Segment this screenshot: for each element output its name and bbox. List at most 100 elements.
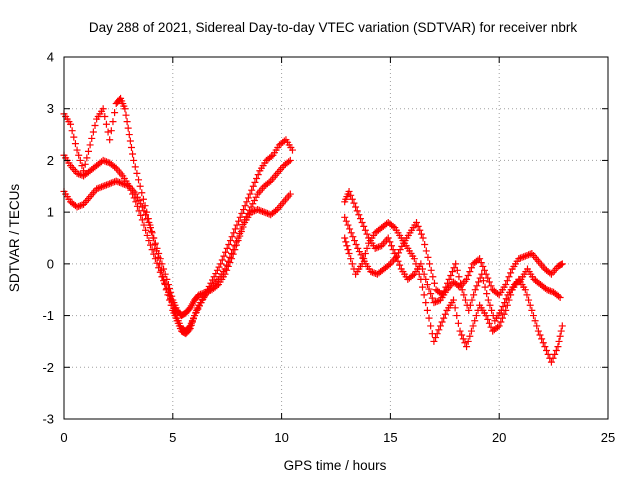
data-point	[234, 234, 242, 242]
data-point	[389, 222, 397, 230]
data-point	[347, 255, 355, 263]
data-point	[235, 217, 243, 225]
data-point	[223, 244, 231, 252]
data-point	[414, 222, 422, 230]
y-tick-label: 1	[47, 205, 54, 220]
data-point	[78, 162, 86, 170]
data-point	[254, 171, 262, 179]
data-point	[534, 327, 542, 335]
y-tick-label: 3	[47, 101, 54, 116]
data-point	[427, 266, 435, 274]
data-point	[230, 229, 238, 237]
data-point	[352, 203, 360, 211]
data-point	[541, 343, 549, 351]
data-point	[140, 221, 148, 229]
data-point	[420, 291, 428, 299]
data-point	[483, 290, 491, 298]
data-point	[500, 310, 508, 318]
data-point	[466, 301, 474, 309]
data-point	[413, 218, 421, 226]
data-point	[205, 282, 213, 290]
data-point	[83, 154, 91, 162]
data-point	[228, 233, 236, 241]
data-point	[371, 244, 379, 252]
data-point	[209, 276, 217, 284]
data-point	[430, 337, 438, 345]
data-point	[226, 253, 234, 261]
data-point	[272, 207, 280, 215]
data-point	[225, 240, 233, 248]
data-point	[415, 270, 423, 278]
data-point	[432, 298, 440, 306]
data-point	[350, 199, 358, 207]
data-point	[386, 238, 394, 246]
data-point	[423, 281, 431, 289]
data-point	[543, 286, 551, 294]
data-point	[231, 242, 239, 250]
data-point	[347, 191, 355, 199]
data-point	[197, 299, 205, 307]
data-point	[421, 240, 429, 248]
data-point	[422, 247, 430, 255]
x-tick-label: 10	[274, 430, 288, 445]
data-point	[286, 156, 294, 164]
data-point	[543, 346, 551, 354]
data-point	[348, 195, 356, 203]
data-point	[233, 221, 241, 229]
data-point	[528, 306, 536, 314]
data-point	[363, 244, 371, 252]
data-point	[342, 217, 350, 225]
data-point	[410, 255, 418, 263]
data-point	[518, 253, 526, 261]
data-point	[505, 273, 513, 281]
data-point	[495, 322, 503, 330]
data-point	[461, 296, 469, 304]
data-point	[137, 211, 145, 219]
data-point	[249, 200, 257, 208]
data-point	[259, 207, 267, 215]
data-point	[436, 322, 444, 330]
data-point	[67, 120, 75, 128]
data-point	[486, 301, 494, 309]
data-point	[132, 198, 140, 206]
x-tick-label: 5	[169, 430, 176, 445]
data-point	[136, 182, 144, 190]
data-point	[253, 175, 261, 183]
data-point	[96, 184, 104, 192]
data-point	[554, 343, 562, 351]
data-point	[555, 337, 563, 345]
y-tick-label: -1	[42, 308, 54, 323]
data-point	[240, 206, 248, 214]
data-point	[242, 213, 250, 221]
data-point	[466, 268, 474, 276]
data-point	[117, 179, 125, 187]
data-point	[476, 255, 484, 263]
data-point	[251, 178, 259, 186]
y-tick-label: 4	[47, 50, 54, 65]
data-point	[536, 331, 544, 339]
data-points	[60, 94, 566, 366]
data-point	[84, 147, 92, 155]
data-point	[428, 294, 436, 302]
data-point	[185, 326, 193, 334]
data-point	[435, 326, 443, 334]
data-point	[202, 289, 210, 297]
data-point	[109, 118, 117, 126]
data-point	[207, 279, 215, 287]
data-point	[94, 184, 102, 192]
data-point	[520, 253, 528, 261]
data-point	[430, 279, 438, 287]
data-point	[145, 237, 153, 245]
data-point	[143, 231, 151, 239]
data-point	[515, 255, 523, 263]
data-point	[423, 306, 431, 314]
y-tick-label: -3	[42, 412, 54, 427]
data-point	[395, 249, 403, 257]
data-point	[454, 319, 462, 327]
x-tick-label: 25	[601, 430, 615, 445]
data-point	[131, 163, 139, 171]
data-point	[374, 243, 382, 251]
data-point	[86, 141, 94, 149]
data-point	[123, 118, 131, 126]
data-point	[417, 275, 425, 283]
